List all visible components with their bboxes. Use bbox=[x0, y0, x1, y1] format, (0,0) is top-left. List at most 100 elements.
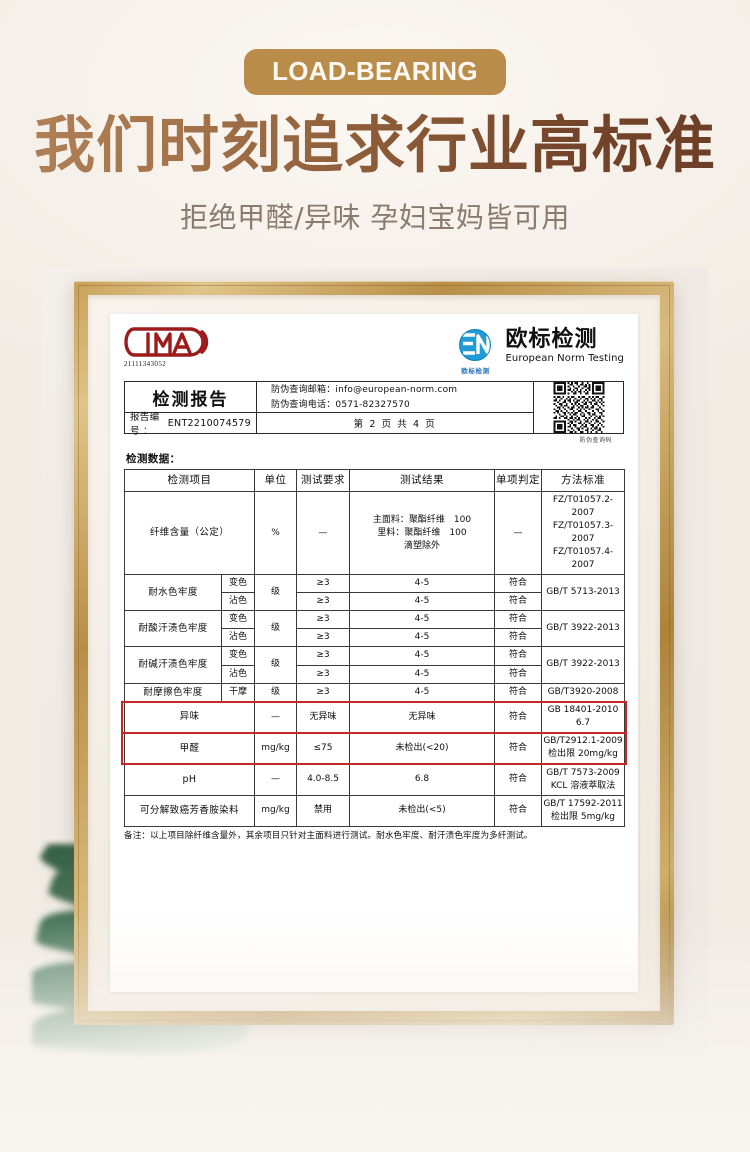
cell-judgement: 符合 bbox=[494, 610, 542, 630]
cell-standard: GB/T3920-2008 bbox=[541, 682, 625, 703]
en-logo: 欧标检测 bbox=[452, 328, 498, 375]
cell-unit: % bbox=[254, 490, 297, 576]
cell-requirement: ≥3 bbox=[296, 628, 350, 648]
cell-unit: mg/kg bbox=[254, 732, 297, 765]
result-line: 4-5 bbox=[414, 596, 430, 607]
th-judgement: 单项判定 bbox=[494, 469, 542, 492]
test-data-label: 检测数据： bbox=[126, 453, 181, 465]
cell-unit: 级 bbox=[254, 646, 297, 684]
table-head: 检测项目 单位 测试要求 测试结果 单项判定 方法标准 bbox=[124, 469, 625, 492]
standard-line: KCL 溶液萃取法 bbox=[550, 780, 616, 791]
cell-result: 主面料：聚酯纤维 100 里料：聚酯纤维 100 滴塑除外 bbox=[349, 490, 495, 576]
cell-requirement: ≥3 bbox=[296, 610, 350, 630]
picture-frame: 21111343052 欧标检测 bbox=[74, 281, 674, 1025]
standard-line: GB/T 5713-2013 bbox=[546, 587, 620, 598]
result-line: 6.8 bbox=[414, 774, 430, 785]
result-line: 未检出(<20) bbox=[395, 742, 449, 753]
result-line: 4-5 bbox=[414, 668, 430, 679]
anti-counterfeit-email: 防伪查询邮箱：info@european-norm.com bbox=[271, 385, 458, 395]
cell-item-name: 耐酸汗渍色牢度 bbox=[124, 610, 222, 648]
report-info-box: 检测报告 防伪查询邮箱：info@european-norm.com 防伪查询电… bbox=[124, 381, 624, 437]
cell-judgement: 符合 bbox=[494, 574, 542, 594]
cell-judgement: 符合 bbox=[494, 628, 542, 648]
standard-line: 6.7 bbox=[575, 718, 591, 729]
cell-judgement: 符合 bbox=[494, 682, 542, 703]
cell-result: 4-5 bbox=[349, 664, 495, 684]
cell-standard: GB/T 7573-2009 KCL 溶液萃取法 bbox=[541, 763, 625, 796]
cell-standard: GB/T 5713-2013 bbox=[541, 574, 625, 612]
test-report-table: 检测项目 单位 测试要求 测试结果 单项判定 方法标准 纤维含量（公定）% — 主面… bbox=[124, 469, 625, 827]
cell-result: 4-5 bbox=[349, 592, 495, 612]
standard-line: FZ/T01057.4-2007 bbox=[552, 547, 614, 571]
cell-standard: GB/T 3922-2013 bbox=[541, 646, 625, 684]
cell-requirement: ≥3 bbox=[296, 574, 350, 594]
cell-item-name: pH bbox=[124, 763, 255, 796]
cell-result: 未检出(<20) bbox=[349, 732, 495, 765]
cell-standard: GB/T 3922-2013 bbox=[541, 610, 625, 648]
cell-item-name: 纤维含量（公定） bbox=[124, 490, 255, 576]
anti-counterfeit-contacts: 防伪查询邮箱：info@european-norm.com 防伪查询电话：057… bbox=[257, 382, 534, 413]
load-bearing-badge: LOAD-BEARING bbox=[244, 49, 506, 95]
cell-requirement: ≥3 bbox=[296, 646, 350, 666]
th-item: 检测项目 bbox=[124, 469, 255, 492]
cell-unit: 级 bbox=[254, 682, 297, 703]
cell-result: 4-5 bbox=[349, 646, 495, 666]
page-title: 我们时刻追求行业高标准 bbox=[0, 113, 750, 179]
table-row: 甲醛 mg/kg ≤75 未检出(<20) 符合 GB/T2912.1-2009 检出限 2… bbox=[124, 732, 625, 765]
cell-item-name: 耐碱汗渍色牢度 bbox=[124, 646, 222, 684]
cell-requirement: ≥3 bbox=[296, 682, 350, 703]
cell-item-sub: 变色 bbox=[221, 574, 255, 594]
cell-unit: 级 bbox=[254, 574, 297, 612]
cma-mark: 21111343052 bbox=[124, 325, 254, 368]
cell-unit: mg/kg bbox=[254, 794, 297, 827]
table-row: 可分解致癌芳香胺染料 mg/kg 禁用 未检出(<5) 符合 GB/T 17592-201… bbox=[124, 794, 625, 827]
standard-line: GB/T 3922-2013 bbox=[546, 659, 620, 670]
table-header-row: 检测项目 单位 测试要求 测试结果 单项判定 方法标准 bbox=[124, 469, 625, 492]
cell-result: 4-5 bbox=[349, 628, 495, 648]
th-requirement: 测试要求 bbox=[296, 469, 350, 492]
promo-header: LOAD-BEARING 我们时刻追求行业高标准 拒绝甲醛/异味 孕妇宝妈皆可用 bbox=[0, 0, 750, 236]
th-unit: 单位 bbox=[254, 469, 297, 492]
cell-result: 6.8 bbox=[349, 763, 495, 796]
cell-judgement: — bbox=[494, 490, 542, 576]
cell-result: 4-5 bbox=[349, 574, 495, 594]
cell-item-name: 甲醛 bbox=[124, 732, 255, 765]
table-row: pH —4.0-8.5 6.8 符合 GB/T 7573-2009 KCL 溶液萃取法 bbox=[124, 763, 625, 796]
frame-mat: 21111343052 欧标检测 bbox=[88, 295, 660, 1011]
table-row: 耐酸汗渍色牢度 变色级 ≥3 4-5 符合 GB/T 3922-2013 bbox=[124, 610, 625, 648]
cell-judgement: 符合 bbox=[494, 646, 542, 666]
cell-requirement: 4.0-8.5 bbox=[296, 763, 350, 796]
cell-result: 4-5 bbox=[349, 682, 495, 703]
report-title: 检测报告 bbox=[125, 382, 257, 413]
table-row: 耐水色牢度 变色级 ≥3 4-5 符合 GB/T 5713-2013 bbox=[124, 574, 625, 612]
certificate-header: 21111343052 欧标检测 bbox=[124, 325, 624, 375]
table-row: 异味 — 无异味 无异味 符合 GB 18401-2010 6.7 bbox=[124, 701, 625, 734]
cell-judgement: 符合 bbox=[494, 592, 542, 612]
report-table-wrapper: 检测项目 单位 测试要求 测试结果 单项判定 方法标准 纤维含量（公定）% — 主面… bbox=[121, 469, 627, 827]
cell-judgement: 符合 bbox=[494, 763, 542, 796]
standard-line: GB/T 17592-2011 bbox=[543, 798, 623, 809]
th-result: 测试结果 bbox=[349, 469, 495, 492]
cell-item-sub: 沾色 bbox=[221, 664, 255, 684]
cell-standard: FZ/T01057.2-2007 FZ/T01057.3-2007 FZ/T0105… bbox=[541, 490, 625, 576]
standard-line: FZ/T01057.3-2007 bbox=[552, 521, 614, 545]
cell-standard: GB/T2912.1-2009 检出限 20mg/kg bbox=[541, 732, 625, 765]
en-circle-icon bbox=[459, 329, 492, 361]
standard-line: 检出限 5mg/kg bbox=[550, 811, 616, 822]
table-row: 纤维含量（公定）% — 主面料：聚酯纤维 100 里料：聚酯纤维 100 滴塑除外 — FZ… bbox=[124, 490, 625, 576]
cell-unit: — bbox=[254, 763, 297, 796]
standard-line: GB/T2912.1-2009 bbox=[543, 736, 623, 747]
page-indicator: 第 2 页 共 4 页 bbox=[257, 413, 534, 433]
th-standard: 方法标准 bbox=[541, 469, 625, 492]
standard-line: GB/T 3922-2013 bbox=[546, 623, 620, 634]
page-subtitle: 拒绝甲醛/异味 孕妇宝妈皆可用 bbox=[180, 200, 570, 234]
cell-judgement: 符合 bbox=[494, 664, 542, 684]
cell-judgement: 符合 bbox=[494, 794, 542, 827]
result-line: 里料：聚酯纤维 100 bbox=[377, 527, 467, 538]
cell-item-name: 耐水色牢度 bbox=[124, 574, 222, 612]
qr-code-icon bbox=[553, 382, 604, 433]
cell-requirement: ≥3 bbox=[296, 592, 350, 612]
result-line: 4-5 bbox=[414, 632, 430, 643]
cma-number: 21111343052 bbox=[124, 360, 167, 368]
